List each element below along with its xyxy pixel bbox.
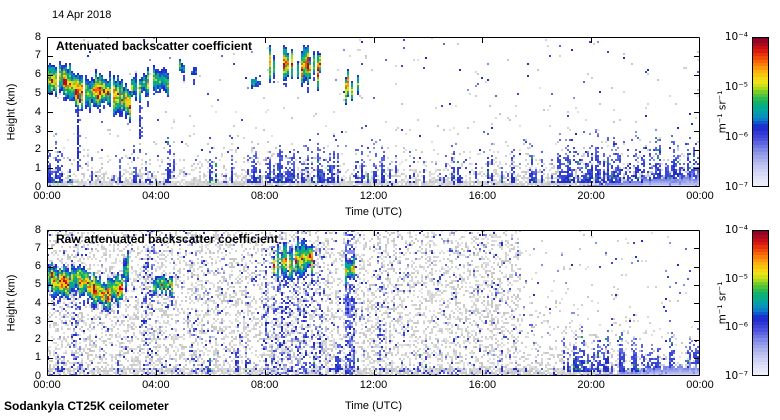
y-tick-label: 6 [34,68,41,80]
colorbar-tick-label: 10⁻⁷ [724,181,748,193]
x-tick-label: 08:00 [250,190,279,202]
y-tick-label: 2 [34,333,41,345]
x-tick-label: 04:00 [142,190,170,202]
panel-title-attenuated: Attenuated backscatter coefficient [56,39,253,53]
x-tick-label: 00:00 [686,379,714,391]
x-tick-label: 12:00 [359,190,388,202]
y-tick-label: 4 [34,296,41,309]
raw-backscatter-heatmap [47,230,700,376]
x-tick-label: 16:00 [468,190,497,202]
x-tick-label: 04:00 [142,379,170,391]
x-tick-label: 00:00 [686,190,714,202]
y-tick-label: 3 [34,314,41,327]
attenuated-backscatter-heatmap [47,37,700,187]
panel-title-raw: Raw attenuated backscatter coefficient [56,232,279,246]
y-tick-label: 3 [34,124,41,137]
y-tick-label: 5 [34,278,41,291]
colorbar-unit-label-bottom: m⁻¹ sr⁻¹ [716,281,729,325]
y-tick-label: 8 [34,223,41,236]
x-axis-label-top: Time (UTC) [344,206,403,218]
y-tick-label: 2 [34,143,41,155]
x-axis-label-bottom: Time (UTC) [344,400,403,412]
y-tick-label: 6 [34,260,41,272]
y-tick-label: 5 [34,86,41,99]
y-tick-label: 4 [34,105,41,118]
x-tick-label: 08:00 [250,379,279,391]
colorbar-tick-label: 10⁻⁵ [724,81,748,93]
x-tick-label: 20:00 [577,379,605,391]
y-tick-label: 1 [34,351,41,364]
x-tick-label: 00:00 [33,190,61,202]
y-tick-label: 8 [34,30,41,43]
x-tick-label: 20:00 [577,190,605,202]
instrument-label: Sodankyla CT25K ceilometer [4,399,169,413]
colorbar-tick-label: 10⁻⁵ [724,272,748,285]
colorbar-unit-label-top: m⁻¹ sr⁻¹ [716,90,729,134]
colorbar-bottom [752,230,769,376]
y-tick-label: 7 [34,49,41,62]
y-tick-label: 1 [34,161,41,174]
colorbar-tick-label: 10⁻⁴ [724,224,748,236]
date-label: 14 Apr 2018 [52,9,112,21]
colorbar-tick-label: 10⁻⁶ [724,321,748,334]
y-tick-label: 7 [34,241,41,254]
colorbar-top [752,37,769,187]
x-tick-label: 16:00 [468,379,497,391]
x-tick-label: 00:00 [33,379,61,391]
y-tick-label: 0 [34,369,41,382]
colorbar-tick-label: 10⁻⁷ [724,370,748,382]
y-tick-label: 0 [34,180,41,193]
colorbar-tick-label: 10⁻⁴ [724,31,748,43]
colorbar-tick-label: 10⁻⁶ [724,131,748,143]
x-tick-label: 12:00 [359,379,388,391]
